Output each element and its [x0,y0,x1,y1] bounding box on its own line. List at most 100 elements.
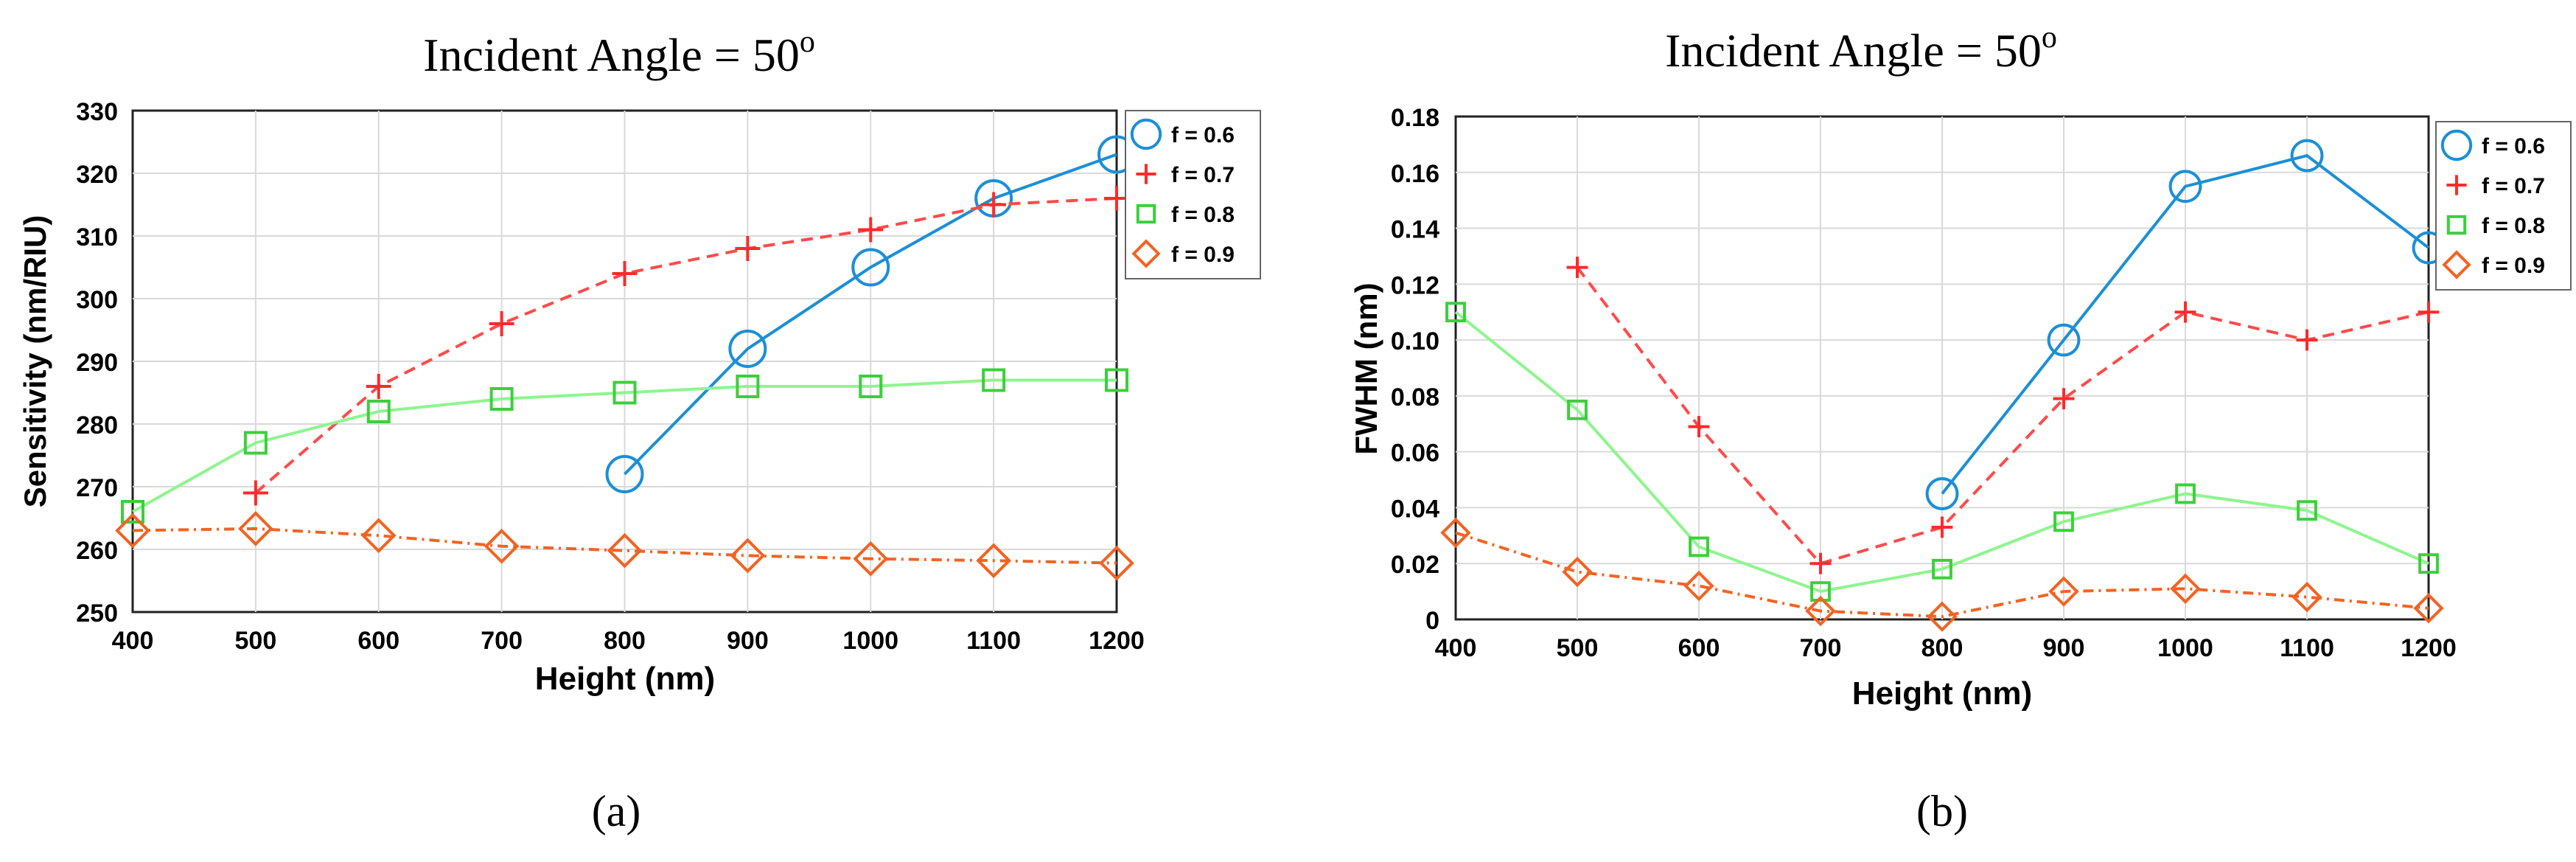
panel-a-point-f08 [366,400,391,423]
panel-b-legend-marker-f09 [2442,250,2471,279]
panel-a-point-f09 [238,511,273,546]
panel-b-point-f08 [1932,558,1952,580]
panel-b-point-f07 [2053,388,2075,410]
panel-b-y-axis-label: FWHM (nm) [1349,282,1383,454]
panel-a-x-axis-label: Height (nm) [535,661,715,697]
panel-a-y-tick-label: 270 [76,474,118,502]
panel-b-x-tick-label: 900 [2043,634,2085,662]
panel-a-point-f07 [858,217,884,243]
panel-b: Incident Angle = 50o 0 0.02 0.04 0.06 0.08 0.… [1349,21,2572,835]
panel-b-series-line-f08 [1454,310,2429,594]
panel-a-point-f08 [982,368,1006,392]
panel-b-point-f07 [1931,516,1953,538]
panel-b-legend-marker-f07 [2446,175,2467,195]
panel-b-point-f09 [1683,570,1714,602]
panel-b-point-f07 [1809,552,1832,574]
panel-b-y-ticks: 0 0.02 0.04 0.06 0.08 0.10 0.12 0.14 0.16 0.18 [1391,104,1439,635]
panel-b-x-tick-label: 500 [1557,634,1599,662]
panel-b-point-f08 [1689,536,1709,557]
panel-b-y-tick-label: 0.18 [1391,104,1439,132]
panel-a-x-tick-label: 600 [357,627,399,655]
panel-a-y-tick-label: 250 [76,599,118,628]
panel-a-point-f08 [859,375,883,398]
panel-a-x-tick-label: 800 [604,627,646,655]
panel-b-y-tick-label: 0.10 [1391,327,1439,355]
panel-b-point-f08 [1567,399,1588,420]
panel-a-point-f09 [976,543,1011,579]
panel-b-point-f09 [2413,593,2444,624]
panel-a-point-f07 [981,192,1007,218]
panel-b-gridlines [1456,117,2429,619]
panel-a-point-f07 [489,311,514,336]
panel-b-point-f07 [2418,301,2440,323]
panel-b-y-tick-label: 0.12 [1391,271,1439,299]
panel-b-point-f07 [1688,416,1710,438]
panel-a-series-line-f09 [132,526,1117,565]
panel-a-label: (a) [592,787,641,835]
panel-a-point-f09 [360,518,397,554]
panel-b-legend-marker-f08 [2446,215,2467,235]
panel-a-point-f07 [366,374,391,399]
panel-a-x-tick-label: 1200 [1089,627,1145,655]
panel-b-series-line-f07 [1576,266,2429,566]
panel-a-y-axis-label: Sensitivity (nm/RIU) [18,215,52,508]
panel-a-series-line-f07 [254,197,1117,495]
panel-a-y-tick-label: 290 [76,349,118,377]
panel-b-y-tick-label: 0.16 [1391,160,1439,188]
panel-a-x-tick-label: 700 [481,627,523,655]
panel-a-point-f09 [730,538,766,574]
panel-b-point-f06 [2047,323,2081,357]
panel-b-point-f06 [2290,139,2324,173]
panel-b-point-f07 [1566,257,1588,279]
panel-a-legend-label-f08: f = 0.8 [1171,203,1235,227]
panel-a-x-tick-label: 1000 [842,627,898,655]
panel-a-legend-marker-f06 [1130,118,1162,150]
panel-b-y-tick-label: 0.14 [1391,216,1439,244]
panel-b-point-f07 [2174,301,2196,323]
panel-a-y-tick-label: 280 [76,411,118,439]
panel-a-point-f08 [243,431,268,455]
panel-a-point-f08 [1105,368,1128,392]
panel-a-point-f09 [1099,545,1134,581]
panel-b-x-ticks: 400 500 600 700 800 900 1000 1100 1200 [1435,634,2457,662]
panel-b-legend-label-f06: f = 0.6 [2482,134,2545,159]
panel-a-title: Incident Angle = 50o [423,25,815,81]
panel-b-point-f06 [1925,477,1959,510]
panel-b-x-tick-label: 1000 [2157,634,2213,662]
panel-b-point-f08 [2175,483,2196,504]
panel-b-y-tick-label: 0 [1425,607,1439,635]
panel-b-y-tick-label: 0.08 [1391,383,1439,411]
panel-a-x-tick-label: 900 [727,627,769,655]
panel-a-legend-label-f06: f = 0.6 [1171,123,1235,147]
panel-b-point-f08 [2297,500,2317,521]
panel-a-point-f06 [605,455,644,493]
panel-a-y-tick-label: 260 [76,537,118,565]
panel-a-point-f06 [851,248,890,287]
panel-b-point-f09 [2170,573,2201,605]
panel-b-y-tick-label: 0.04 [1391,495,1439,523]
panel-a: Incident Angle = 50o 250 260 270 280 290 300 3… [18,25,1261,835]
panel-a-series-line-f06 [624,153,1117,476]
panel-b-point-f09 [2048,576,2079,607]
panel-a-series-line-f08 [132,378,1117,513]
panel-b-x-tick-label: 400 [1435,634,1477,662]
panel-a-point-f09 [853,541,889,577]
panel-b-legend-label-f09: f = 0.9 [2482,254,2545,278]
panel-b-point-f08 [1445,302,1466,323]
panel-a-point-f08 [736,375,760,398]
panel-a-y-tick-label: 300 [76,286,118,314]
panel-b-series-line-f09 [1455,531,2429,619]
panel-b-y-tick-label: 0.02 [1391,551,1439,579]
panel-a-point-f07 [735,236,761,261]
panel-a-point-f09 [607,532,643,569]
panel-a-y-tick-label: 330 [76,98,118,126]
panel-a-legend-marker-f07 [1136,164,1156,184]
panel-b-legend-marker-f06 [2440,129,2473,161]
panel-a-x-tick-label: 500 [235,627,277,655]
panel-a-point-f08 [489,387,514,411]
panel-b-legend-label-f08: f = 0.8 [2482,214,2545,238]
panel-b-point-f09 [2291,582,2322,613]
panel-b-point-f09 [1805,595,1836,627]
